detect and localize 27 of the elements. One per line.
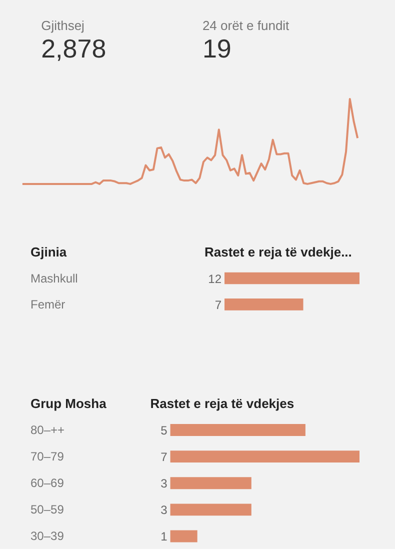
y-tick-label: 80–++ bbox=[30, 422, 65, 437]
y-tick-label: 30–39 bbox=[30, 529, 64, 544]
data-label: 7 bbox=[214, 298, 222, 312]
y-tick-label: 50–59 bbox=[30, 502, 64, 517]
data-label: 1 bbox=[160, 530, 168, 544]
bar bbox=[170, 504, 252, 516]
x-axis-title: Rastet e reja të vdekje... bbox=[204, 244, 352, 260]
data-label: 12 bbox=[208, 272, 222, 286]
bar bbox=[170, 424, 306, 436]
text: Gjithsej bbox=[41, 18, 85, 33]
text: 2,878 bbox=[41, 34, 106, 64]
y-tick-label: 60–69 bbox=[30, 476, 64, 490]
y-tick-label: Mashkull bbox=[30, 271, 78, 286]
y-tick-label: Femër bbox=[30, 297, 66, 312]
y-tick-label: 70–79 bbox=[30, 450, 64, 464]
data-label: 3 bbox=[160, 476, 168, 491]
bar bbox=[170, 450, 360, 463]
data-label: 7 bbox=[160, 450, 168, 464]
data-label: 3 bbox=[160, 503, 168, 518]
bar bbox=[170, 477, 252, 490]
y-axis-title: Gjinia bbox=[30, 244, 68, 260]
text: 19 bbox=[202, 34, 232, 64]
y-axis-title: Grup Mosha bbox=[30, 396, 108, 411]
data-label: 5 bbox=[160, 423, 168, 438]
x-axis-title: Rastet e reja të vdekjes bbox=[150, 396, 294, 411]
text: 24 orët e fundit bbox=[202, 18, 290, 33]
bar bbox=[170, 530, 198, 542]
